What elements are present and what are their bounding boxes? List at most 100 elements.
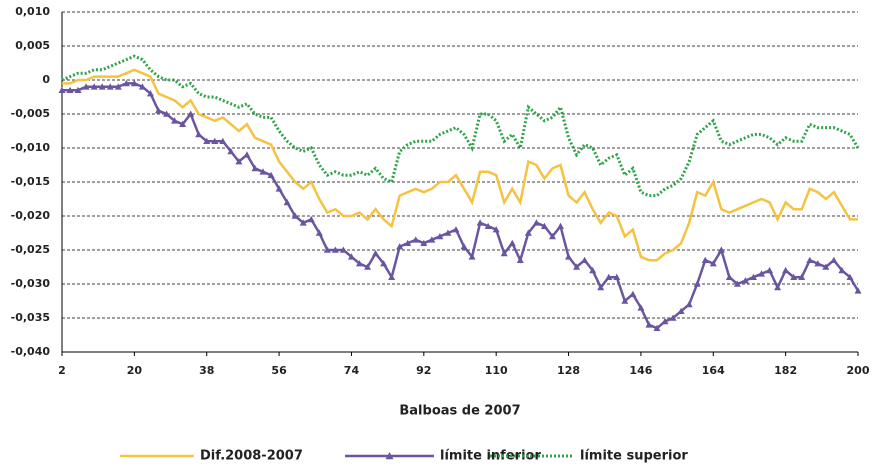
marker — [364, 263, 372, 270]
marker — [154, 107, 162, 114]
marker — [179, 120, 187, 127]
marker — [685, 300, 693, 308]
marker — [372, 249, 380, 257]
marker — [629, 290, 637, 297]
marker — [259, 168, 267, 175]
x-tick-label: 182 — [774, 364, 797, 377]
marker — [195, 130, 203, 138]
x-tick-label: 20 — [127, 364, 143, 377]
marker — [637, 304, 645, 311]
marker — [709, 260, 717, 267]
marker — [299, 219, 307, 226]
x-tick-label: 92 — [416, 364, 431, 377]
x-tick-label: 200 — [847, 364, 870, 377]
marker — [323, 246, 331, 253]
marker — [758, 270, 766, 277]
marker — [621, 297, 629, 304]
x-tick-label: 2 — [58, 364, 66, 377]
marker — [540, 222, 548, 229]
y-tick-label: -0,005 — [11, 107, 50, 120]
marker — [331, 246, 339, 253]
x-axis-label: Balboas de 2007 — [399, 404, 520, 419]
marker — [733, 280, 741, 287]
marker — [677, 307, 685, 314]
marker — [532, 219, 540, 226]
y-tick-label: -0,030 — [11, 277, 51, 290]
marker — [814, 260, 822, 267]
marker — [251, 164, 259, 172]
marker — [597, 283, 605, 291]
marker — [790, 273, 798, 280]
y-tick-label: -0,015 — [11, 175, 50, 188]
marker — [661, 317, 669, 325]
marker — [645, 321, 653, 328]
marker — [669, 314, 677, 321]
marker — [211, 137, 219, 144]
marker — [380, 260, 388, 267]
marker — [267, 171, 275, 178]
marker — [82, 83, 90, 90]
marker — [653, 324, 661, 331]
marker — [830, 256, 838, 263]
marker — [347, 253, 355, 260]
y-tick-label: -0,035 — [11, 311, 50, 324]
marker — [725, 273, 733, 280]
marker — [476, 219, 484, 226]
marker — [339, 246, 347, 253]
marker — [701, 256, 709, 263]
y-tick-label: -0,040 — [11, 345, 51, 358]
marker — [412, 236, 420, 243]
marker — [782, 266, 790, 274]
marker — [774, 283, 782, 291]
marker — [58, 86, 66, 93]
marker — [838, 266, 846, 274]
marker — [122, 79, 130, 87]
marker — [854, 287, 862, 294]
marker — [436, 232, 444, 240]
marker — [557, 222, 565, 229]
y-tick-label: 0,010 — [15, 5, 50, 18]
x-tick-label: 56 — [271, 364, 287, 377]
x-tick-label: 38 — [199, 364, 214, 377]
marker — [138, 83, 146, 90]
marker — [508, 239, 516, 246]
marker — [291, 212, 299, 219]
marker — [283, 198, 291, 206]
marker — [428, 236, 436, 243]
marker — [492, 226, 500, 233]
series-line — [62, 82, 860, 330]
marker — [227, 147, 235, 155]
x-tick-label: 110 — [485, 364, 508, 377]
marker — [452, 226, 460, 233]
marker — [355, 260, 363, 267]
y-tick-label: -0,025 — [11, 243, 50, 256]
marker — [766, 266, 774, 274]
marker — [146, 90, 154, 97]
marker — [130, 79, 138, 87]
series-line — [62, 68, 858, 262]
marker — [516, 256, 524, 263]
y-tick-label: -0,020 — [11, 209, 51, 222]
marker — [846, 273, 854, 280]
x-tick-label: 146 — [629, 364, 652, 377]
marker — [741, 277, 749, 284]
marker — [396, 243, 404, 250]
marker — [806, 256, 814, 263]
marker — [468, 253, 476, 260]
marker — [717, 246, 725, 253]
marker — [693, 280, 701, 287]
marker — [613, 273, 621, 280]
y-tick-label: -0,010 — [11, 141, 51, 154]
marker — [203, 137, 211, 144]
x-tick-label: 74 — [344, 364, 360, 377]
marker — [524, 229, 532, 236]
marker — [500, 249, 508, 257]
marker — [484, 222, 492, 229]
marker — [605, 273, 613, 280]
y-tick-label: 0 — [42, 73, 50, 86]
marker — [307, 215, 315, 223]
marker — [106, 83, 114, 90]
y-tick-label: 0,005 — [15, 39, 50, 52]
marker — [187, 110, 195, 117]
